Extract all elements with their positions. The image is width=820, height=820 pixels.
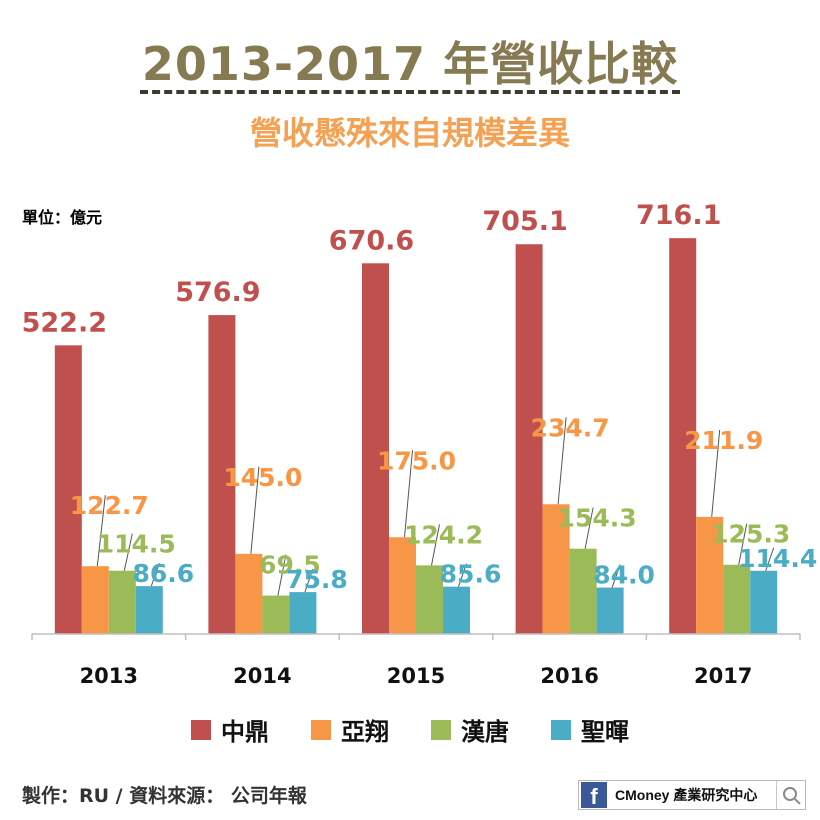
bar bbox=[416, 565, 443, 634]
leader-line bbox=[304, 568, 314, 593]
bar bbox=[443, 586, 470, 634]
data-labels-group: 522.2 122.7 114.586.6 576.9 145.0 69.575.8 670… bbox=[22, 200, 818, 594]
facebook-icon: f bbox=[581, 782, 607, 808]
legend-item: 亞翔 bbox=[311, 712, 389, 747]
bar bbox=[81, 566, 109, 634]
data-label: 114.4 bbox=[738, 544, 817, 573]
data-label: 114.5 bbox=[97, 530, 176, 559]
legend-label: 中鼎 bbox=[221, 718, 269, 746]
leader-line bbox=[404, 450, 413, 538]
x-axis-ticks: 2013 2014 2015 2016 2017 bbox=[31, 634, 801, 688]
data-label: 85.6 bbox=[440, 560, 502, 589]
data-label: 716.1 bbox=[636, 200, 721, 231]
bar bbox=[289, 592, 317, 634]
leader-line bbox=[96, 495, 106, 567]
leader-line bbox=[557, 417, 567, 505]
title-divider bbox=[140, 90, 680, 94]
source-footer: 製作：RU / 資料來源： 公司年報 bbox=[22, 785, 307, 807]
leader-line bbox=[738, 523, 748, 565]
legend-item: 中鼎 bbox=[191, 712, 269, 747]
brand-name: CMoney 產業研究中心 bbox=[615, 787, 758, 803]
bar bbox=[723, 564, 751, 634]
x-tick-label: 2015 bbox=[387, 664, 445, 688]
bars-group bbox=[54, 238, 778, 635]
legend-item: 漢唐 bbox=[431, 712, 509, 747]
data-label: 124.2 bbox=[404, 520, 483, 549]
bar bbox=[108, 570, 136, 634]
bar bbox=[596, 587, 624, 634]
data-label: 670.6 bbox=[329, 225, 414, 256]
data-label: 69.5 bbox=[259, 551, 321, 580]
x-tick-label: 2014 bbox=[233, 664, 291, 688]
legend-swatch bbox=[551, 719, 571, 740]
data-label: 175.0 bbox=[377, 446, 456, 475]
bar bbox=[542, 504, 570, 634]
data-label: 84.0 bbox=[593, 561, 655, 590]
cmoney-facebook-badge[interactable]: f CMoney 產業研究中心 bbox=[578, 780, 806, 810]
chart-subtitle: 營收懸殊來自規模差異 bbox=[249, 114, 570, 152]
leader-line bbox=[123, 533, 133, 571]
leader-line bbox=[458, 563, 467, 587]
data-label: 125.3 bbox=[711, 520, 790, 549]
bar bbox=[669, 238, 697, 635]
data-label: 705.1 bbox=[482, 206, 567, 237]
legend-swatch bbox=[431, 719, 451, 740]
chart-title: 2013-2017 年營收比較 bbox=[141, 37, 679, 91]
bar bbox=[135, 586, 163, 634]
bar bbox=[54, 345, 82, 634]
data-label: 234.7 bbox=[531, 413, 610, 442]
bar bbox=[262, 595, 290, 634]
legend-label: 亞翔 bbox=[341, 718, 389, 746]
data-label: 211.9 bbox=[684, 426, 763, 455]
bar bbox=[750, 570, 778, 634]
bar bbox=[362, 263, 389, 634]
data-label: 154.3 bbox=[558, 504, 637, 533]
bar bbox=[389, 537, 416, 634]
leader-line bbox=[711, 429, 721, 517]
unit-label: 單位：億元 bbox=[22, 208, 103, 227]
leader-line bbox=[584, 507, 594, 549]
search-icon[interactable] bbox=[776, 781, 805, 809]
leader-line bbox=[250, 466, 260, 554]
leader-line bbox=[277, 554, 287, 596]
legend-item: 聖暉 bbox=[551, 712, 629, 747]
data-label: 145.0 bbox=[223, 463, 302, 492]
data-label: 122.7 bbox=[70, 491, 149, 520]
leader-line bbox=[765, 547, 775, 571]
legend: 中鼎 亞翔 漢唐 聖暉 bbox=[0, 712, 820, 747]
leader-line bbox=[611, 564, 621, 588]
x-tick-label: 2013 bbox=[80, 664, 138, 688]
legend-label: 聖暉 bbox=[581, 718, 629, 746]
legend-swatch bbox=[311, 719, 331, 740]
bar-chart: 522.2 122.7 114.586.6 576.9 145.0 69.575.8 670… bbox=[22, 200, 818, 688]
x-tick-label: 2016 bbox=[540, 664, 598, 688]
leader-line bbox=[150, 562, 160, 587]
bar bbox=[569, 548, 597, 634]
data-label: 576.9 bbox=[175, 277, 260, 308]
bar bbox=[696, 516, 724, 634]
bar bbox=[515, 244, 543, 634]
bar bbox=[208, 315, 236, 634]
data-label: 75.8 bbox=[286, 565, 348, 594]
x-tick-label: 2017 bbox=[694, 664, 752, 688]
bar bbox=[235, 553, 263, 634]
leader-lines bbox=[96, 417, 775, 596]
legend-swatch bbox=[191, 719, 211, 740]
data-label: 522.2 bbox=[22, 307, 107, 338]
data-label: 86.6 bbox=[132, 559, 194, 588]
legend-label: 漢唐 bbox=[461, 718, 509, 746]
leader-line bbox=[431, 524, 440, 566]
